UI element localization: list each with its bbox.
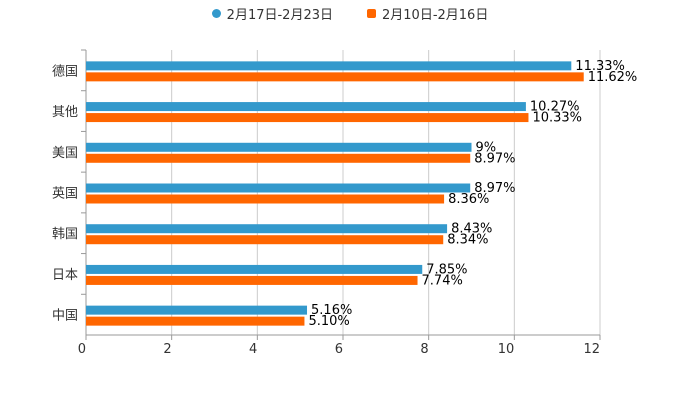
bar-series-1-0[interactable] xyxy=(86,61,572,71)
data-label-series-1-2: 9% xyxy=(476,140,497,155)
x-tick-label-12: 12 xyxy=(583,342,600,357)
bar-series-2-2[interactable] xyxy=(86,153,471,163)
bar-series-1-4[interactable] xyxy=(86,224,448,234)
data-label-series-2-3: 8.36% xyxy=(448,192,489,207)
bar-series-2-0[interactable] xyxy=(86,72,584,82)
bar-series-2-4[interactable] xyxy=(86,235,444,245)
data-label-series-1-4: 8.43% xyxy=(451,222,492,237)
data-label-series-1-0: 11.33% xyxy=(575,59,625,74)
data-label-series-2-4: 8.34% xyxy=(447,233,488,248)
data-label-series-1-6: 5.16% xyxy=(311,303,352,318)
legend: 2月17日-2月23日 2月10日-2月16日 xyxy=(0,4,700,23)
data-label-series-1-5: 7.85% xyxy=(426,262,467,277)
legend-label-series-2: 2月10日-2月16日 xyxy=(382,8,489,23)
data-label-series-2-2: 8.97% xyxy=(474,151,515,166)
bar-series-2-1[interactable] xyxy=(86,113,529,123)
x-tick-label-10: 10 xyxy=(498,342,515,357)
bar-series-1-1[interactable] xyxy=(86,102,526,112)
x-tick-label-0: 0 xyxy=(78,342,86,357)
bar-series-2-6[interactable] xyxy=(86,316,305,326)
category-label-3: 英国 xyxy=(52,187,78,202)
bar-series-1-5[interactable] xyxy=(86,264,423,274)
bar-series-1-3[interactable] xyxy=(86,183,471,193)
bar-series-2-3[interactable] xyxy=(86,194,445,204)
legend-label-series-1: 2月17日-2月23日 xyxy=(226,8,333,23)
bar-series-2-5[interactable] xyxy=(86,275,418,285)
data-label-series-2-6: 5.10% xyxy=(308,314,349,329)
category-label-5: 日本 xyxy=(52,268,78,283)
data-label-series-2-5: 7.74% xyxy=(422,273,463,288)
category-label-4: 韩国 xyxy=(52,227,78,242)
category-label-6: 中国 xyxy=(52,309,78,324)
data-label-series-1-3: 8.97% xyxy=(474,181,515,196)
category-label-0: 德国 xyxy=(52,64,78,79)
x-tick-label-8: 8 xyxy=(420,342,428,357)
category-label-1: 其他 xyxy=(52,105,78,120)
x-tick-label-2: 2 xyxy=(163,342,171,357)
data-label-series-2-1: 10.33% xyxy=(532,111,582,126)
data-label-series-2-0: 11.62% xyxy=(588,70,638,85)
bar-series-1-2[interactable] xyxy=(86,142,472,152)
x-tick-label-6: 6 xyxy=(335,342,343,357)
legend-item-series-2[interactable]: 2月10日-2月16日 xyxy=(367,4,488,23)
data-label-series-1-1: 10.27% xyxy=(530,100,580,115)
category-label-2: 美国 xyxy=(52,146,78,161)
legend-item-series-1[interactable]: 2月17日-2月23日 xyxy=(211,4,333,23)
legend-marker-series-1 xyxy=(211,9,221,18)
x-tick-label-4: 4 xyxy=(249,342,257,357)
legend-marker-series-2 xyxy=(367,9,376,18)
bar-series-1-6[interactable] xyxy=(86,305,308,315)
